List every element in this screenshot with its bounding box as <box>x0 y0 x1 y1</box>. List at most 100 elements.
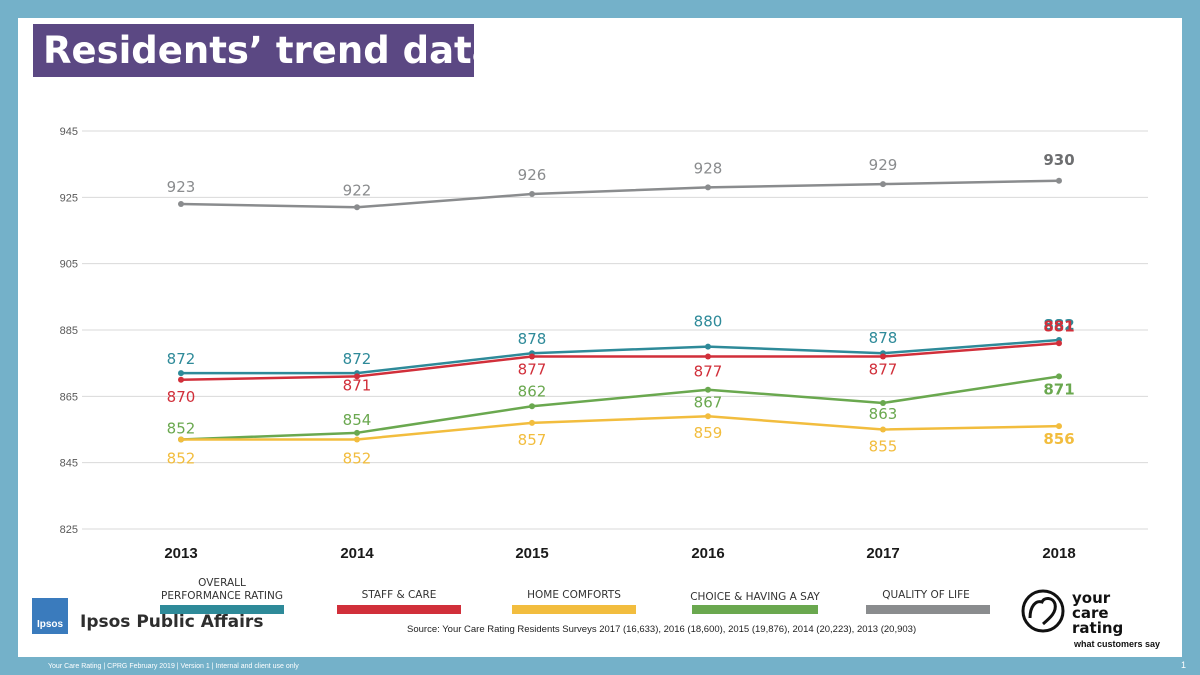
legend-label-choice: CHOICE & HAVING A SAY <box>690 591 820 603</box>
footer-text: Your Care Rating | CPRG February 2019 | … <box>48 663 299 670</box>
ycr-tagline: what customers say <box>1074 639 1161 649</box>
point-staff-2017 <box>880 353 886 360</box>
title-bar: Residents’ trend data <box>33 24 497 77</box>
legend-item-overall: OVERALL PERFORMANCE RATING <box>160 577 284 603</box>
point-quality-2013 <box>178 200 184 207</box>
data-label-quality-2015: 926 <box>518 166 547 184</box>
legend-label-staff: STAFF & CARE <box>361 589 437 601</box>
heart-face-icon <box>1021 589 1065 633</box>
point-staff-2014 <box>354 373 360 380</box>
point-choice-2017 <box>880 399 886 406</box>
point-choice-2014 <box>354 429 360 436</box>
data-label-overall-2013: 872 <box>167 350 196 368</box>
legend-swatch-staff <box>337 605 461 614</box>
data-label-choice-2014: 854 <box>343 411 372 429</box>
y-tick-label-825: 825 <box>60 524 78 536</box>
data-label-staff-2017: 877 <box>869 361 898 379</box>
point-quality-2016 <box>705 184 711 191</box>
point-home-2014 <box>354 436 360 443</box>
ycr-word-your: your <box>1072 589 1111 607</box>
data-label-staff-2015: 877 <box>518 361 547 379</box>
data-label-home-2016: 859 <box>694 424 723 442</box>
x-tick-label-2016: 2016 <box>691 545 724 562</box>
data-label-staff-2013: 870 <box>167 388 196 406</box>
point-staff-2018 <box>1056 340 1062 347</box>
data-label-choice-2018: 871 <box>1043 380 1074 398</box>
data-label-quality-2016: 928 <box>694 159 723 177</box>
data-label-quality-2017: 929 <box>869 156 898 174</box>
y-tick-label-905: 905 <box>60 259 78 271</box>
point-quality-2015 <box>529 191 535 198</box>
data-label-home-2017: 855 <box>869 438 898 456</box>
y-tick-label-945: 945 <box>60 126 78 138</box>
point-home-2015 <box>529 419 535 426</box>
point-home-2016 <box>705 413 711 420</box>
data-label-staff-2014: 871 <box>343 376 372 394</box>
legend-item-quality: QUALITY OF LIFE <box>864 589 988 602</box>
x-tick-label-2018: 2018 <box>1042 545 1075 562</box>
ycr-word-rating: rating <box>1072 619 1124 637</box>
series-line-staff <box>180 342 1060 381</box>
data-label-choice-2015: 862 <box>518 382 547 400</box>
legend-label-overall: OVERALL PERFORMANCE RATING <box>160 577 283 602</box>
point-overall-2016 <box>705 343 711 350</box>
legend-item-home: HOME COMFORTS <box>512 589 636 602</box>
ipsos-logo: Ipsos <box>32 598 68 634</box>
data-label-overall-2015: 878 <box>518 330 547 348</box>
legend-item-staff: STAFF & CARE <box>337 589 461 602</box>
data-label-staff-2016: 877 <box>694 363 723 381</box>
point-choice-2015 <box>529 403 535 410</box>
point-staff-2016 <box>705 353 711 360</box>
y-tick-label-865: 865 <box>60 391 78 403</box>
y-tick-label-925: 925 <box>60 192 78 204</box>
legend-swatch-quality <box>866 605 990 614</box>
point-choice-2016 <box>705 386 711 393</box>
data-label-staff-2018: 881 <box>1043 317 1074 335</box>
data-label-overall-2014: 872 <box>343 350 372 368</box>
point-staff-2013 <box>178 376 184 383</box>
point-quality-2014 <box>354 204 360 211</box>
legend-item-choice: CHOICE & HAVING A SAY <box>686 591 824 604</box>
legend-label-home: HOME COMFORTS <box>527 589 621 601</box>
source-note: Source: Your Care Rating Residents Surve… <box>407 624 917 635</box>
x-tick-label-2017: 2017 <box>866 545 899 562</box>
data-label-overall-2017: 878 <box>869 329 898 347</box>
data-label-choice-2017: 863 <box>869 405 898 423</box>
series-line-choice <box>180 375 1060 441</box>
x-tick-label-2013: 2013 <box>164 545 197 562</box>
data-label-quality-2013: 923 <box>167 178 196 196</box>
legend-swatch-overall <box>160 605 284 614</box>
point-home-2018 <box>1056 423 1062 430</box>
x-tick-label-2014: 2014 <box>340 545 374 562</box>
ipsos-name: Ipsos Public Affairs <box>80 612 264 632</box>
data-label-choice-2016: 867 <box>694 394 723 412</box>
series-line-quality <box>180 179 1060 209</box>
point-quality-2018 <box>1056 177 1062 184</box>
point-choice-2018 <box>1056 373 1062 380</box>
legend-swatch-choice <box>692 605 818 614</box>
page-title: Residents’ trend data <box>43 29 497 72</box>
data-label-home-2018: 856 <box>1043 430 1074 448</box>
point-overall-2013 <box>178 370 184 377</box>
legend-label-quality: QUALITY OF LIFE <box>882 589 970 601</box>
y-tick-label-845: 845 <box>60 458 78 470</box>
point-quality-2017 <box>880 181 886 188</box>
data-label-home-2015: 857 <box>518 431 547 449</box>
data-label-home-2014: 852 <box>343 449 372 467</box>
legend-swatch-home <box>512 605 636 614</box>
data-label-choice-2013: 852 <box>167 419 196 437</box>
data-label-home-2013: 852 <box>167 449 196 467</box>
x-tick-label-2015: 2015 <box>515 545 548 562</box>
series-line-overall <box>181 338 1060 375</box>
slide <box>18 18 1182 657</box>
data-label-quality-2018: 930 <box>1043 151 1074 169</box>
ycr-word-care: care <box>1072 604 1109 622</box>
data-label-overall-2018: 882 <box>1043 316 1074 334</box>
y-tick-label-885: 885 <box>60 325 78 337</box>
point-home-2013 <box>178 436 184 443</box>
your-care-rating-logo: your care rating what customers say <box>1020 588 1180 650</box>
point-staff-2015 <box>529 353 535 360</box>
point-home-2017 <box>880 426 886 433</box>
page-number: 1 <box>1180 660 1186 670</box>
